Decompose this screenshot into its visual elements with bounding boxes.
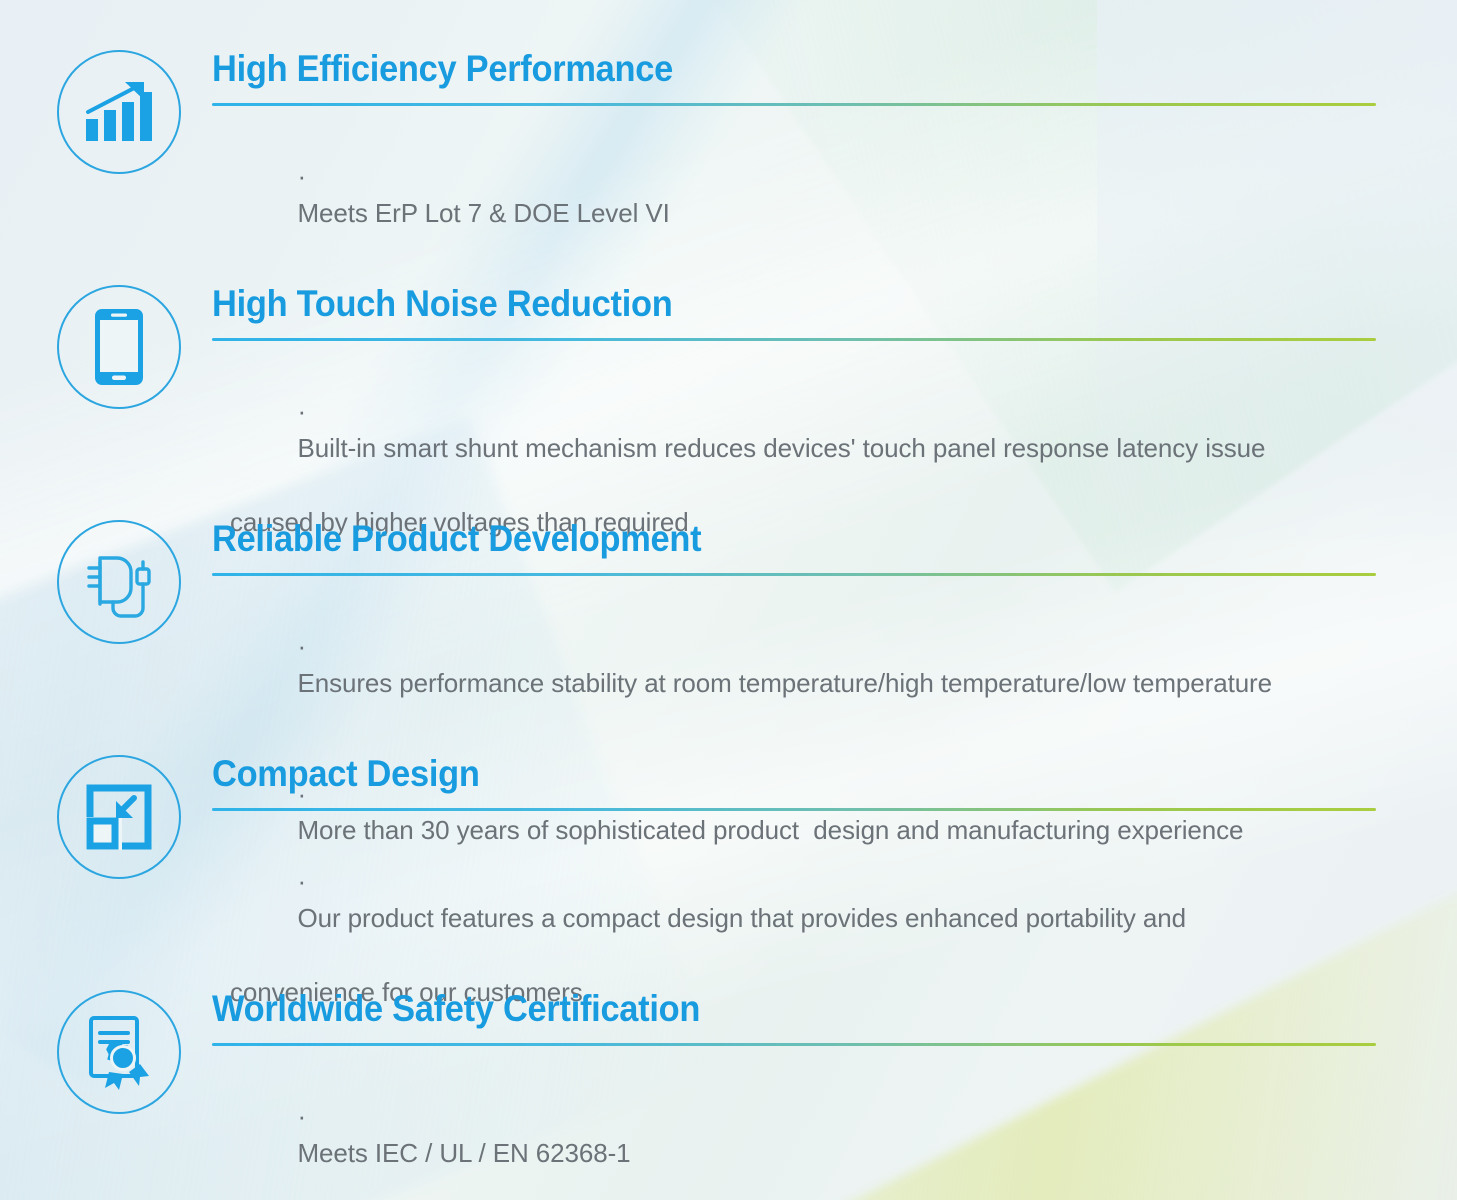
feature-bullets: · Meets IEC / UL / EN 62368-1 [212, 1061, 1376, 1200]
feature-divider [212, 338, 1376, 341]
bullet-marker: · [297, 1100, 307, 1131]
feature-divider [212, 573, 1376, 576]
feature-title: High Touch Noise Reduction [212, 283, 673, 324]
bullet-text: Ensures performance stability at room te… [297, 667, 1272, 698]
bullet-text: Meets IEC / UL / EN 62368-1 [297, 1137, 631, 1168]
feature-body: High Efficiency Performance · Meets ErP … [212, 50, 1376, 269]
bullet-marker: · [297, 160, 307, 191]
feature-title: High Efficiency Performance [212, 48, 673, 89]
feature-icon-container [57, 520, 181, 644]
feature-title: Compact Design [212, 753, 480, 794]
feature-divider [212, 808, 1376, 811]
certificate-seal-icon [57, 990, 181, 1114]
bullet-marker: · [297, 865, 307, 896]
bullet-item: · Meets ErP Lot 7 & DOE Level VI [212, 121, 1376, 269]
feature-bullets: · Meets ErP Lot 7 & DOE Level VI [212, 121, 1376, 269]
feature-body: Worldwide Safety Certification · Meets I… [212, 990, 1376, 1200]
feature-icon-container [57, 50, 181, 174]
bullet-text: Our product features a compact design th… [297, 902, 1186, 933]
feature-title: Worldwide Safety Certification [212, 988, 701, 1029]
bullet-text: Meets ErP Lot 7 & DOE Level VI [297, 197, 670, 228]
feature-divider [212, 103, 1376, 106]
bullet-text: Built-in smart shunt mechanism reduces d… [297, 432, 1266, 463]
bullet-marker: · [297, 630, 307, 661]
growth-bar-chart-icon [57, 50, 181, 174]
feature-divider [212, 1043, 1376, 1046]
feature-icon-container [57, 755, 181, 879]
power-adapter-icon [57, 520, 181, 644]
feature-icon-container [57, 990, 181, 1114]
feature-title: Reliable Product Development [212, 518, 702, 559]
feature-icon-container [57, 285, 181, 409]
compact-resize-icon [57, 755, 181, 879]
bullet-marker: · [297, 395, 307, 426]
smartphone-icon [57, 285, 181, 409]
bullet-item: · Ensures performance stability at room … [212, 591, 1376, 739]
bullet-item: · Meets IEC / UL / EN 62368-1 [212, 1061, 1376, 1200]
